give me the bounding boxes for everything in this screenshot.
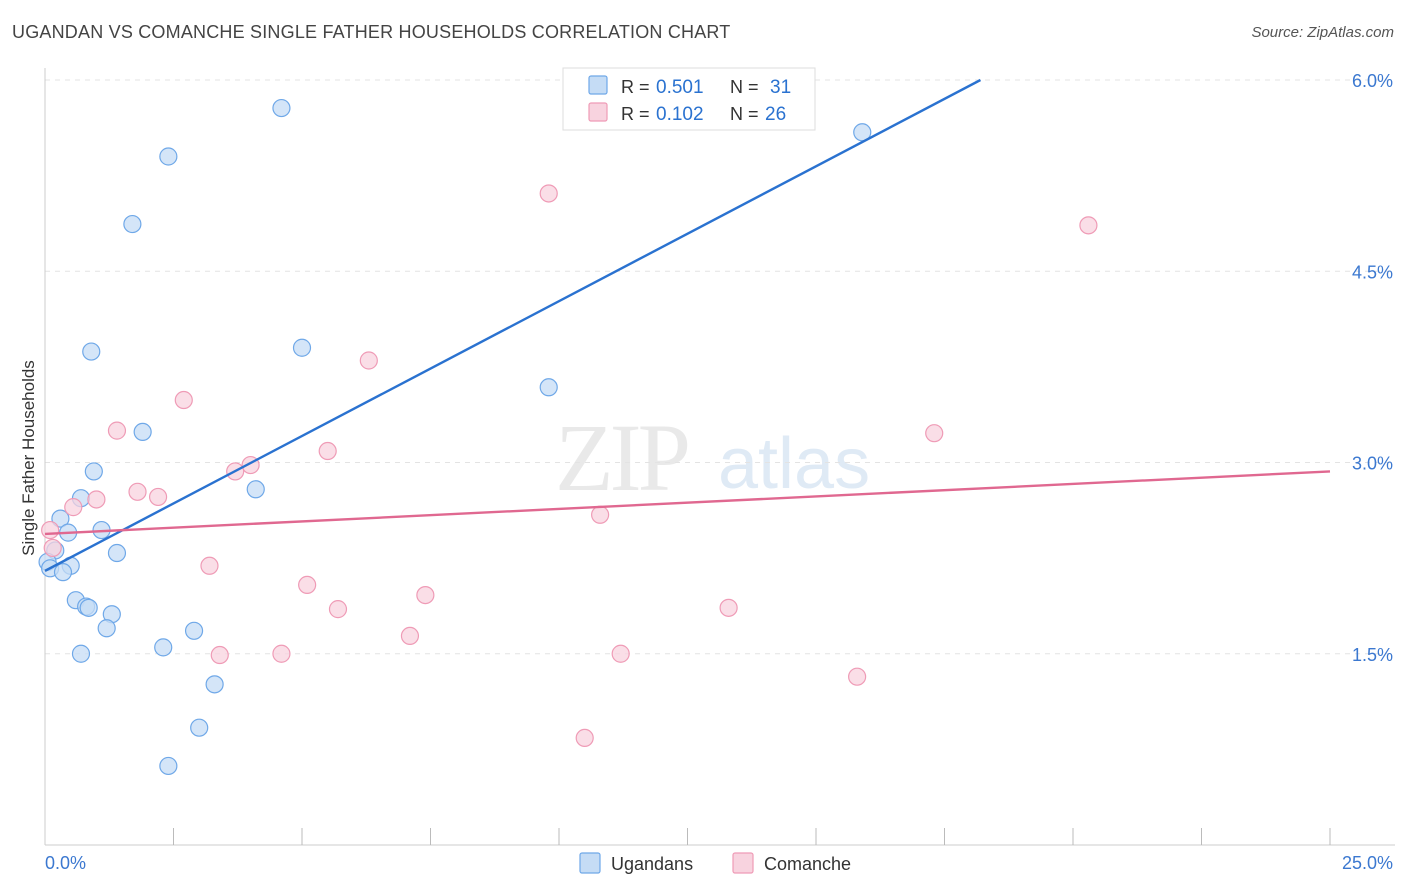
gridlines <box>45 79 1395 655</box>
point-comanche <box>128 482 147 501</box>
point-ugandans <box>190 718 209 737</box>
axes <box>44 68 1395 846</box>
watermark-atlas: atlas <box>718 424 870 504</box>
point-comanche <box>575 728 594 748</box>
x-tick-label-min: 0.0% <box>45 853 86 873</box>
point-ugandans <box>71 644 91 663</box>
point-comanche <box>298 575 317 595</box>
point-ugandans <box>154 638 173 657</box>
point-ugandans <box>159 147 178 166</box>
point-comanche <box>719 598 738 617</box>
point-comanche <box>400 626 420 646</box>
point-comanche <box>148 487 168 507</box>
point-ugandans <box>84 462 103 481</box>
point-ugandans <box>159 756 178 776</box>
legend-n-label: N = <box>730 77 759 97</box>
legend-n-value-ugandans: 31 <box>770 77 791 98</box>
point-ugandans <box>97 619 116 638</box>
point-comanche <box>43 538 62 558</box>
trend-line-comanche <box>44 470 1331 536</box>
point-comanche <box>416 585 435 605</box>
point-comanche <box>107 421 127 440</box>
point-ugandans <box>205 675 224 694</box>
point-comanche <box>272 644 291 663</box>
y-tick-label: 3.0% <box>1352 454 1393 474</box>
point-ugandans <box>53 563 73 582</box>
y-axis-label: Single Father Households <box>19 360 38 556</box>
x-ticks <box>173 828 1331 845</box>
x-tick-label-max: 25.0% <box>1342 853 1393 873</box>
point-comanche <box>87 490 106 509</box>
point-comanche <box>200 556 219 575</box>
y-tick-labels: 1.5% 3.0% 4.5% 6.0% <box>1352 71 1393 665</box>
legend-n-value-comanche: 26 <box>765 104 786 125</box>
trend-line-ugandans <box>44 78 982 572</box>
point-comanche <box>328 600 348 619</box>
point-ugandans <box>79 598 98 617</box>
point-comanche <box>64 498 83 517</box>
series-legend-label-ugandans: Ugandans <box>611 854 693 874</box>
series-legend-swatch-comanche <box>732 852 754 874</box>
legend-n-label: N = <box>730 104 759 124</box>
point-comanche <box>591 505 610 524</box>
legend-r-value-ugandans: 0.501 <box>656 77 704 98</box>
point-ugandans <box>82 342 101 361</box>
point-ugandans <box>539 378 558 397</box>
chart-title: UGANDAN VS COMANCHE SINGLE FATHER HOUSEH… <box>12 22 731 42</box>
point-comanche <box>1079 216 1098 235</box>
point-ugandans <box>133 422 152 441</box>
point-comanche <box>611 644 630 663</box>
series-legend-label-comanche: Comanche <box>764 854 851 874</box>
trend-lines <box>44 78 1331 572</box>
point-comanche <box>210 645 229 665</box>
y-tick-label: 6.0% <box>1352 71 1393 91</box>
point-ugandans <box>246 480 265 499</box>
point-comanche <box>848 667 867 686</box>
point-comanche <box>174 390 193 410</box>
series-legend: Ugandans Comanche <box>579 852 851 874</box>
point-comanche <box>925 424 944 443</box>
stats-legend: R = 0.501 N = 31 R = 0.102 N = 26 <box>562 67 816 131</box>
watermark-zip: ZIP <box>555 404 688 511</box>
series-legend-swatch-ugandans <box>579 852 601 874</box>
y-tick-label: 4.5% <box>1352 262 1393 282</box>
data-points <box>38 98 1098 776</box>
point-ugandans <box>107 543 127 563</box>
point-comanche <box>41 520 60 540</box>
x-tick-labels: 0.0% 25.0% <box>45 853 1393 873</box>
point-comanche <box>539 184 558 203</box>
point-comanche <box>318 441 337 461</box>
source-credit: Source: ZipAtlas.com <box>1251 24 1394 41</box>
point-ugandans <box>123 214 142 234</box>
point-ugandans <box>272 98 291 118</box>
point-ugandans <box>184 621 204 640</box>
legend-swatch-comanche <box>588 102 608 122</box>
point-ugandans <box>292 338 312 357</box>
legend-r-label: R = <box>621 77 650 97</box>
point-ugandans <box>51 509 70 528</box>
legend-r-label: R = <box>621 104 650 124</box>
y-tick-label: 1.5% <box>1352 645 1393 665</box>
legend-swatch-ugandans <box>588 75 608 95</box>
legend-r-value-comanche: 0.102 <box>656 104 704 125</box>
point-comanche <box>359 351 378 370</box>
watermark: ZIP atlas <box>555 404 870 511</box>
